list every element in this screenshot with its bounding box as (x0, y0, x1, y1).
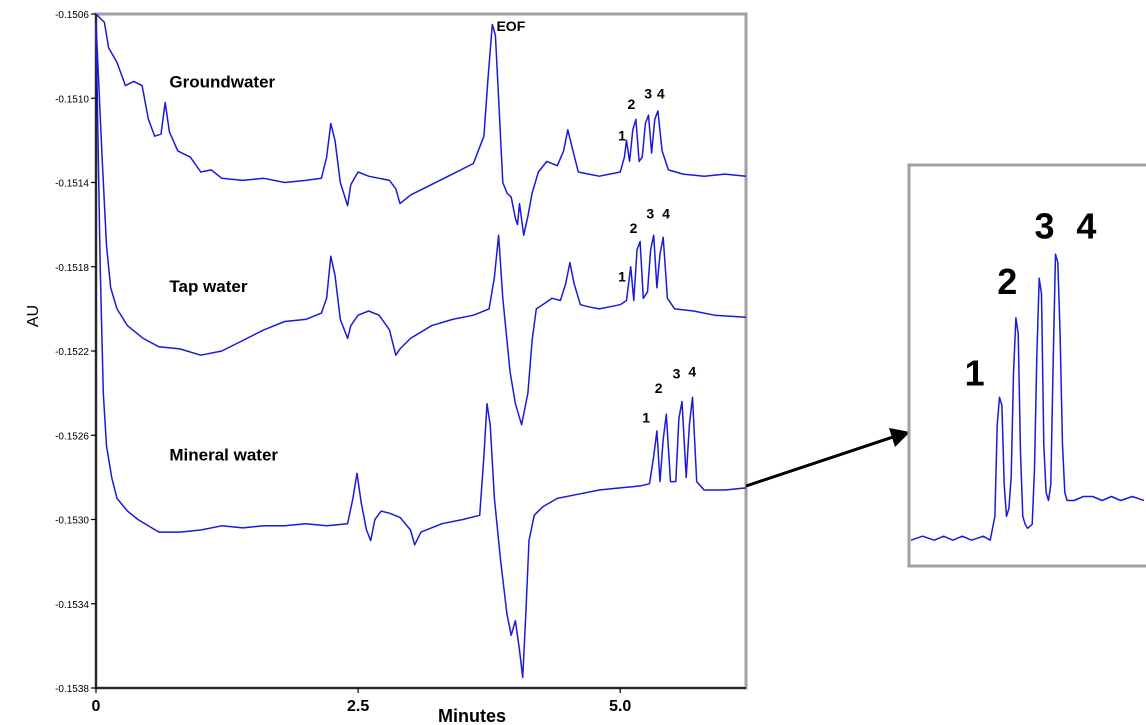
peak-number-label: 3 (673, 365, 681, 381)
inset-peak-number-label: 3 (1034, 205, 1054, 246)
y-tick-label: -0.1526 (55, 431, 89, 442)
trace-label: Mineral water (169, 446, 278, 465)
y-tick-label: -0.1510 (55, 94, 89, 105)
inset-trace (910, 253, 1145, 541)
y-tick-label: -0.1530 (55, 516, 89, 527)
peak-number-label: 2 (628, 96, 636, 112)
peak-number-label: 1 (642, 410, 650, 426)
main-traces (95, 13, 747, 679)
y-tick-label: -0.1514 (55, 179, 89, 190)
zoom-arrow-line (745, 434, 897, 488)
inset-traces (910, 253, 1145, 541)
main-chromatogram: -0.1506 -0.1510 -0.1514 -0.1518 -0.1522 -0.15… (25, 10, 748, 725)
peak-number-label: 1 (618, 127, 626, 143)
peak-number-label: 4 (688, 363, 696, 379)
zoom-arrow (745, 428, 910, 488)
inset-plot-frame (907, 163, 1146, 568)
y-axis-label: AU (25, 305, 42, 327)
zoom-arrow-head (889, 428, 910, 447)
x-tick-label: 5.0 (609, 698, 631, 715)
peak-number-label: 2 (655, 380, 663, 396)
peak-number-label: 4 (662, 205, 670, 221)
trace-groundwater (95, 13, 747, 236)
inset-peak-number-label: 2 (997, 261, 1017, 302)
inset-peak-number-label: 4 (1076, 205, 1096, 246)
trace-label: Groundwater (169, 73, 275, 92)
x-axis-label: Minutes (438, 706, 506, 725)
trace-label: Tap water (169, 277, 247, 296)
y-tick-label: -0.1534 (55, 600, 89, 611)
trace-mineral-water (95, 22, 747, 679)
x-tick-label: 0 (92, 698, 101, 715)
inset-peak-number-label: 1 (965, 352, 985, 393)
peak-number-label: 3 (644, 85, 652, 101)
x-axis-ticks: 0 2.5 5.0 (92, 688, 631, 715)
y-tick-label: -0.1518 (55, 263, 89, 274)
y-tick-label: -0.1506 (55, 10, 89, 21)
x-tick-label: 2.5 (347, 698, 369, 715)
inset-chromatogram: 1 23 4 (907, 163, 1146, 568)
eof-label: EOF (496, 18, 525, 34)
y-tick-label: -0.1522 (55, 347, 89, 358)
peak-number-label: 2 (630, 220, 638, 236)
peak-number-label: 1 (618, 268, 626, 284)
trace-tap-water (95, 22, 747, 426)
peak-number-label: 4 (657, 85, 665, 101)
y-tick-label: -0.1538 (55, 684, 89, 695)
peak-number-label: 3 (646, 205, 654, 221)
y-axis-ticks: -0.1506 -0.1510 -0.1514 -0.1518 -0.1522 -0.15… (55, 10, 96, 695)
inset-annotations: 1 23 4 (965, 205, 1097, 393)
